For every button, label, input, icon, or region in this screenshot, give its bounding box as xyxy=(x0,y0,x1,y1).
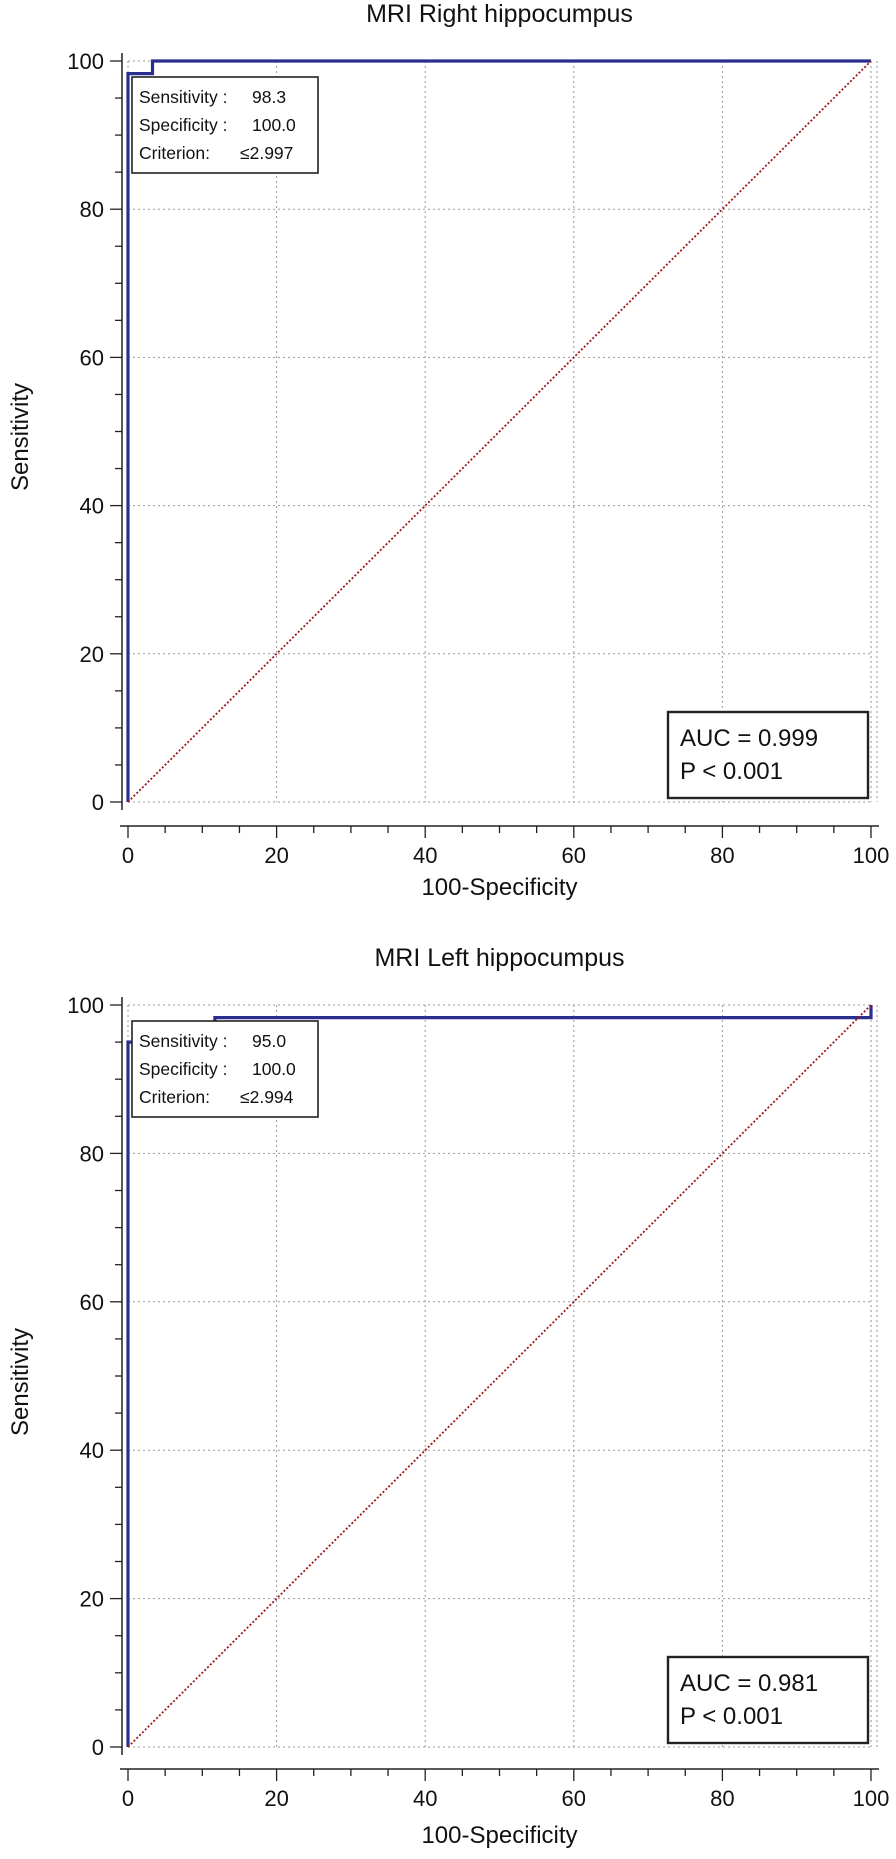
x-tick-label: 20 xyxy=(264,843,288,868)
x-axis-label: 100-Specificity xyxy=(421,1822,577,1849)
y-tick-label: 60 xyxy=(80,1290,104,1315)
criterion-label: Criterion: xyxy=(139,1087,210,1107)
specificity-value: 100.0 xyxy=(252,1059,296,1079)
x-tick-label: 80 xyxy=(710,1786,734,1811)
criterion-box: Sensitivity : 95.0 Specificity : 100.0 Crite… xyxy=(131,1020,319,1118)
x-axis-label: 100-Specificity xyxy=(421,874,577,901)
sensitivity-value: 95.0 xyxy=(252,1031,286,1051)
chart-title: MRI Right hippocumpus xyxy=(366,0,633,28)
y-axis-label: Sensitivity xyxy=(7,383,34,491)
x-tick-label: 40 xyxy=(413,843,437,868)
auc-box-frame xyxy=(666,1655,870,1745)
axes: 0 20 40 60 80 100 0 20 40 60 80 100 xyxy=(67,993,889,1811)
criterion-box-frame xyxy=(131,76,319,174)
y-tick-label: 60 xyxy=(80,345,104,370)
y-tick-label: 20 xyxy=(80,642,104,667)
reference-diagonal-line xyxy=(127,1004,872,1748)
criterion-value: ≤2.997 xyxy=(240,143,293,163)
y-tick-label: 100 xyxy=(67,49,104,74)
x-tick-label: 20 xyxy=(264,1786,288,1811)
x-tick-label: 0 xyxy=(122,843,134,868)
p-value: P < 0.001 xyxy=(680,758,783,785)
criterion-value: ≤2.994 xyxy=(240,1087,294,1107)
sensitivity-label: Sensitivity : xyxy=(139,1031,228,1051)
chart-title: MRI Left hippocumpus xyxy=(374,944,624,972)
x-tick-label: 100 xyxy=(853,1786,890,1811)
auc-box-frame xyxy=(666,710,870,800)
y-tick-label: 100 xyxy=(67,993,104,1018)
roc-chart-1: MRI Right hippocumpus 0 20 40 60 80 100 0 20 40 60… xyxy=(7,0,889,901)
auc-box: AUC = 0.981 P < 0.001 xyxy=(666,1655,870,1745)
x-tick-label: 0 xyxy=(122,1786,134,1811)
auc-box: AUC = 0.999 P < 0.001 xyxy=(666,710,870,800)
y-tick-label: 40 xyxy=(80,494,104,519)
y-axis-label: Sensitivity xyxy=(7,1328,34,1436)
y-tick-label: 0 xyxy=(92,790,104,815)
y-tick-label: 80 xyxy=(80,197,104,222)
y-tick-label: 40 xyxy=(80,1438,104,1463)
y-tick-label: 80 xyxy=(80,1141,104,1166)
x-tick-label: 100 xyxy=(853,843,890,868)
reference-diagonal-line xyxy=(127,60,872,803)
sensitivity-value: 98.3 xyxy=(252,87,286,107)
specificity-label: Specificity : xyxy=(139,115,228,135)
x-tick-label: 60 xyxy=(562,843,586,868)
sensitivity-label: Sensitivity : xyxy=(139,87,228,107)
roc-chart-2: MRI Left hippocumpus 0 20 40 60 80 100 0 20 40 60 8… xyxy=(7,944,889,1849)
axes: 0 20 40 60 80 100 0 20 40 60 80 100 xyxy=(67,49,889,868)
x-tick-label: 60 xyxy=(562,1786,586,1811)
roc-curve-line xyxy=(126,59,871,802)
x-tick-label: 80 xyxy=(710,843,734,868)
specificity-value: 100.0 xyxy=(252,115,296,135)
auc-value: AUC = 0.999 xyxy=(680,725,818,752)
y-tick-label: 20 xyxy=(80,1587,104,1612)
y-tick-label: 0 xyxy=(92,1735,104,1760)
criterion-box: Sensitivity : 98.3 Specificity : 100.0 Crite… xyxy=(131,76,319,174)
p-value: P < 0.001 xyxy=(680,1703,783,1730)
criterion-box-frame xyxy=(131,1020,319,1118)
criterion-label: Criterion: xyxy=(139,143,210,163)
x-tick-label: 40 xyxy=(413,1786,437,1811)
specificity-label: Specificity : xyxy=(139,1059,228,1079)
auc-value: AUC = 0.981 xyxy=(680,1670,818,1697)
